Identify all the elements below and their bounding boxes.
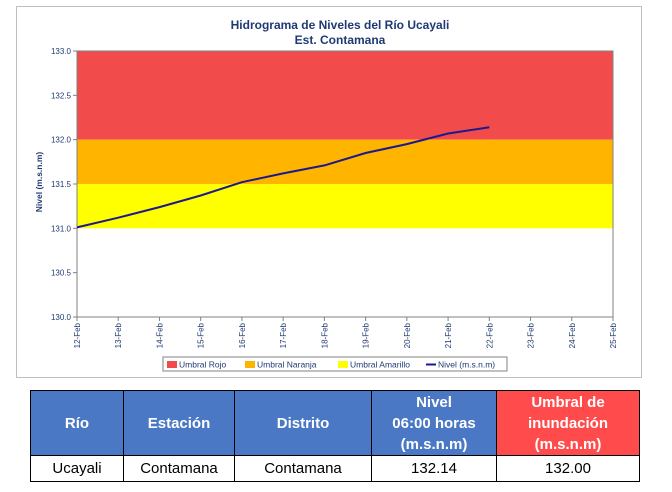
- y-axis-title: Nivel (m.s.n.m): [34, 152, 44, 213]
- y-tick-label: 132.0: [51, 136, 72, 145]
- cell-nivel: 132.14: [371, 455, 497, 482]
- x-tick-label: 22-Feb: [485, 322, 494, 348]
- band-umbral-naranja: [77, 139, 613, 184]
- table-row: Ucayali Contamana Contamana 132.14 132.0…: [30, 455, 640, 482]
- cell-umbral: 132.00: [496, 455, 640, 482]
- x-tick-label: 15-Feb: [197, 322, 206, 348]
- x-tick-label: 23-Feb: [527, 322, 536, 348]
- legend-swatch: [245, 361, 255, 368]
- band-umbral-amarillo: [77, 184, 613, 229]
- y-tick-label: 132.5: [51, 91, 72, 100]
- cell-estacion: Contamana: [123, 455, 235, 482]
- y-tick-label: 131.5: [51, 180, 72, 189]
- cell-distrito: Contamana: [234, 455, 372, 482]
- legend-swatch: [338, 361, 348, 368]
- x-tick-label: 20-Feb: [403, 322, 412, 348]
- x-tick-label: 25-Feb: [609, 322, 618, 348]
- chart-title: Hidrograma de Niveles del Río Ucayali: [231, 18, 450, 32]
- info-table: Río Estación Distrito Nivel 06:00 horas …: [30, 390, 640, 482]
- x-tick-label: 13-Feb: [114, 322, 123, 348]
- header-estacion: Estación: [123, 390, 235, 456]
- x-tick-label: 16-Feb: [238, 322, 247, 348]
- x-tick-label: 18-Feb: [320, 322, 329, 348]
- header-umbral-inundacion: Umbral de inundación (m.s.n.m): [496, 390, 640, 456]
- legend-label: Umbral Amarillo: [350, 360, 410, 370]
- chart-subtitle: Est. Contamana: [295, 33, 386, 47]
- band-umbral-rojo: [77, 51, 613, 140]
- header-rio: Río: [30, 390, 124, 456]
- x-tick-label: 19-Feb: [362, 322, 371, 348]
- y-tick-label: 130.0: [51, 313, 72, 322]
- x-tick-label: 17-Feb: [279, 322, 288, 348]
- legend-label: Umbral Rojo: [179, 360, 227, 370]
- plot-area: 130.0 130.5 131.0 131.5 132.0 132.5 133.0 12-Fe…: [51, 47, 618, 348]
- chart-legend: Umbral Rojo Umbral Naranja Umbral Amarillo…: [162, 356, 508, 372]
- y-tick-label: 133.0: [51, 47, 72, 56]
- hydrograph-chart: Hidrograma de Niveles del Río Ucayali Es…: [34, 18, 618, 372]
- chart-frame: Hidrograma de Niveles del Río Ucayali Es…: [16, 6, 642, 378]
- x-tick-label: 21-Feb: [444, 322, 453, 348]
- series-line-nivel: [76, 126, 490, 229]
- legend-label: Umbral Naranja: [257, 360, 317, 370]
- x-tick-label: 12-Feb: [73, 322, 82, 348]
- header-nivel: Nivel 06:00 horas (m.s.n.m): [371, 390, 497, 456]
- y-tick-label: 131.0: [51, 224, 72, 233]
- header-distrito: Distrito: [234, 390, 372, 456]
- y-tick-label: 130.5: [51, 269, 72, 278]
- legend-label: Nivel (m.s.n.m): [438, 360, 495, 370]
- table-header-row: Río Estación Distrito Nivel 06:00 horas …: [30, 390, 640, 456]
- cell-rio: Ucayali: [30, 455, 124, 482]
- legend-swatch: [167, 361, 177, 368]
- x-tick-label: 24-Feb: [568, 322, 577, 348]
- x-tick-label: 14-Feb: [155, 322, 164, 348]
